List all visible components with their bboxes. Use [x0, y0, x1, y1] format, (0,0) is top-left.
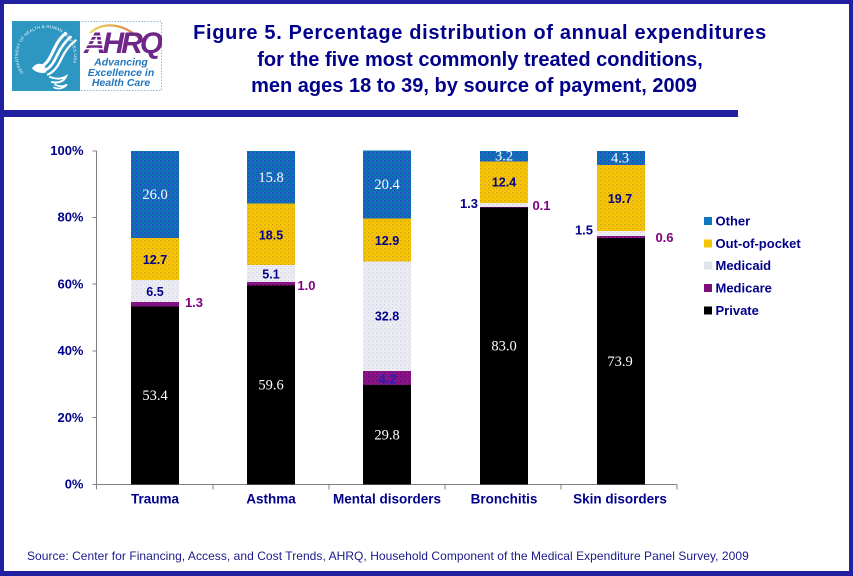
svg-text:29.8: 29.8 — [374, 427, 399, 443]
svg-text:1.5: 1.5 — [575, 223, 593, 238]
svg-text:Excellence in: Excellence in — [88, 67, 155, 79]
svg-text:12.9: 12.9 — [375, 234, 399, 248]
svg-text:26.0: 26.0 — [142, 187, 167, 203]
svg-text:59.6: 59.6 — [258, 378, 283, 394]
svg-text:Medicaid: Medicaid — [716, 258, 772, 273]
svg-text:80%: 80% — [57, 210, 83, 225]
svg-text:Advancing: Advancing — [93, 57, 148, 69]
svg-text:Asthma: Asthma — [246, 491, 296, 506]
svg-text:1.3: 1.3 — [460, 196, 478, 211]
svg-text:Other: Other — [716, 214, 751, 229]
svg-text:32.8: 32.8 — [375, 309, 399, 323]
svg-text:Trauma: Trauma — [131, 491, 180, 506]
svg-text:12.7: 12.7 — [143, 253, 167, 267]
svg-text:1.3: 1.3 — [185, 295, 203, 310]
svg-text:53.4: 53.4 — [142, 388, 168, 404]
svg-text:Skin disorders: Skin disorders — [573, 491, 667, 506]
svg-text:19.7: 19.7 — [608, 192, 632, 206]
svg-text:4.2: 4.2 — [378, 371, 396, 386]
svg-text:4.3: 4.3 — [611, 150, 629, 166]
svg-text:15.8: 15.8 — [258, 170, 283, 186]
svg-text:Private: Private — [716, 303, 759, 318]
svg-text:3.2: 3.2 — [495, 148, 513, 164]
svg-text:12.4: 12.4 — [492, 176, 516, 190]
svg-text:73.9: 73.9 — [607, 354, 632, 370]
svg-text:20.4: 20.4 — [374, 177, 400, 193]
svg-text:6.5: 6.5 — [146, 285, 163, 299]
svg-text:18.5: 18.5 — [259, 229, 283, 243]
svg-text:Bronchitis: Bronchitis — [471, 491, 538, 506]
svg-text:Health Care: Health Care — [92, 77, 151, 89]
svg-text:AHRQ: AHRQ — [83, 27, 162, 60]
svg-text:83.0: 83.0 — [491, 339, 516, 355]
svg-text:60%: 60% — [57, 276, 83, 291]
svg-text:0.1: 0.1 — [532, 198, 550, 213]
svg-text:0%: 0% — [65, 477, 84, 492]
svg-text:Mental disorders: Mental disorders — [333, 491, 441, 506]
svg-text:Out-of-pocket: Out-of-pocket — [716, 236, 802, 251]
svg-text:40%: 40% — [57, 343, 83, 358]
svg-text:0.6: 0.6 — [655, 230, 673, 245]
svg-text:Medicare: Medicare — [716, 281, 772, 296]
svg-text:20%: 20% — [57, 410, 83, 425]
svg-text:1.0: 1.0 — [297, 278, 315, 293]
svg-text:100%: 100% — [50, 143, 84, 158]
svg-text:5.1: 5.1 — [262, 268, 279, 282]
